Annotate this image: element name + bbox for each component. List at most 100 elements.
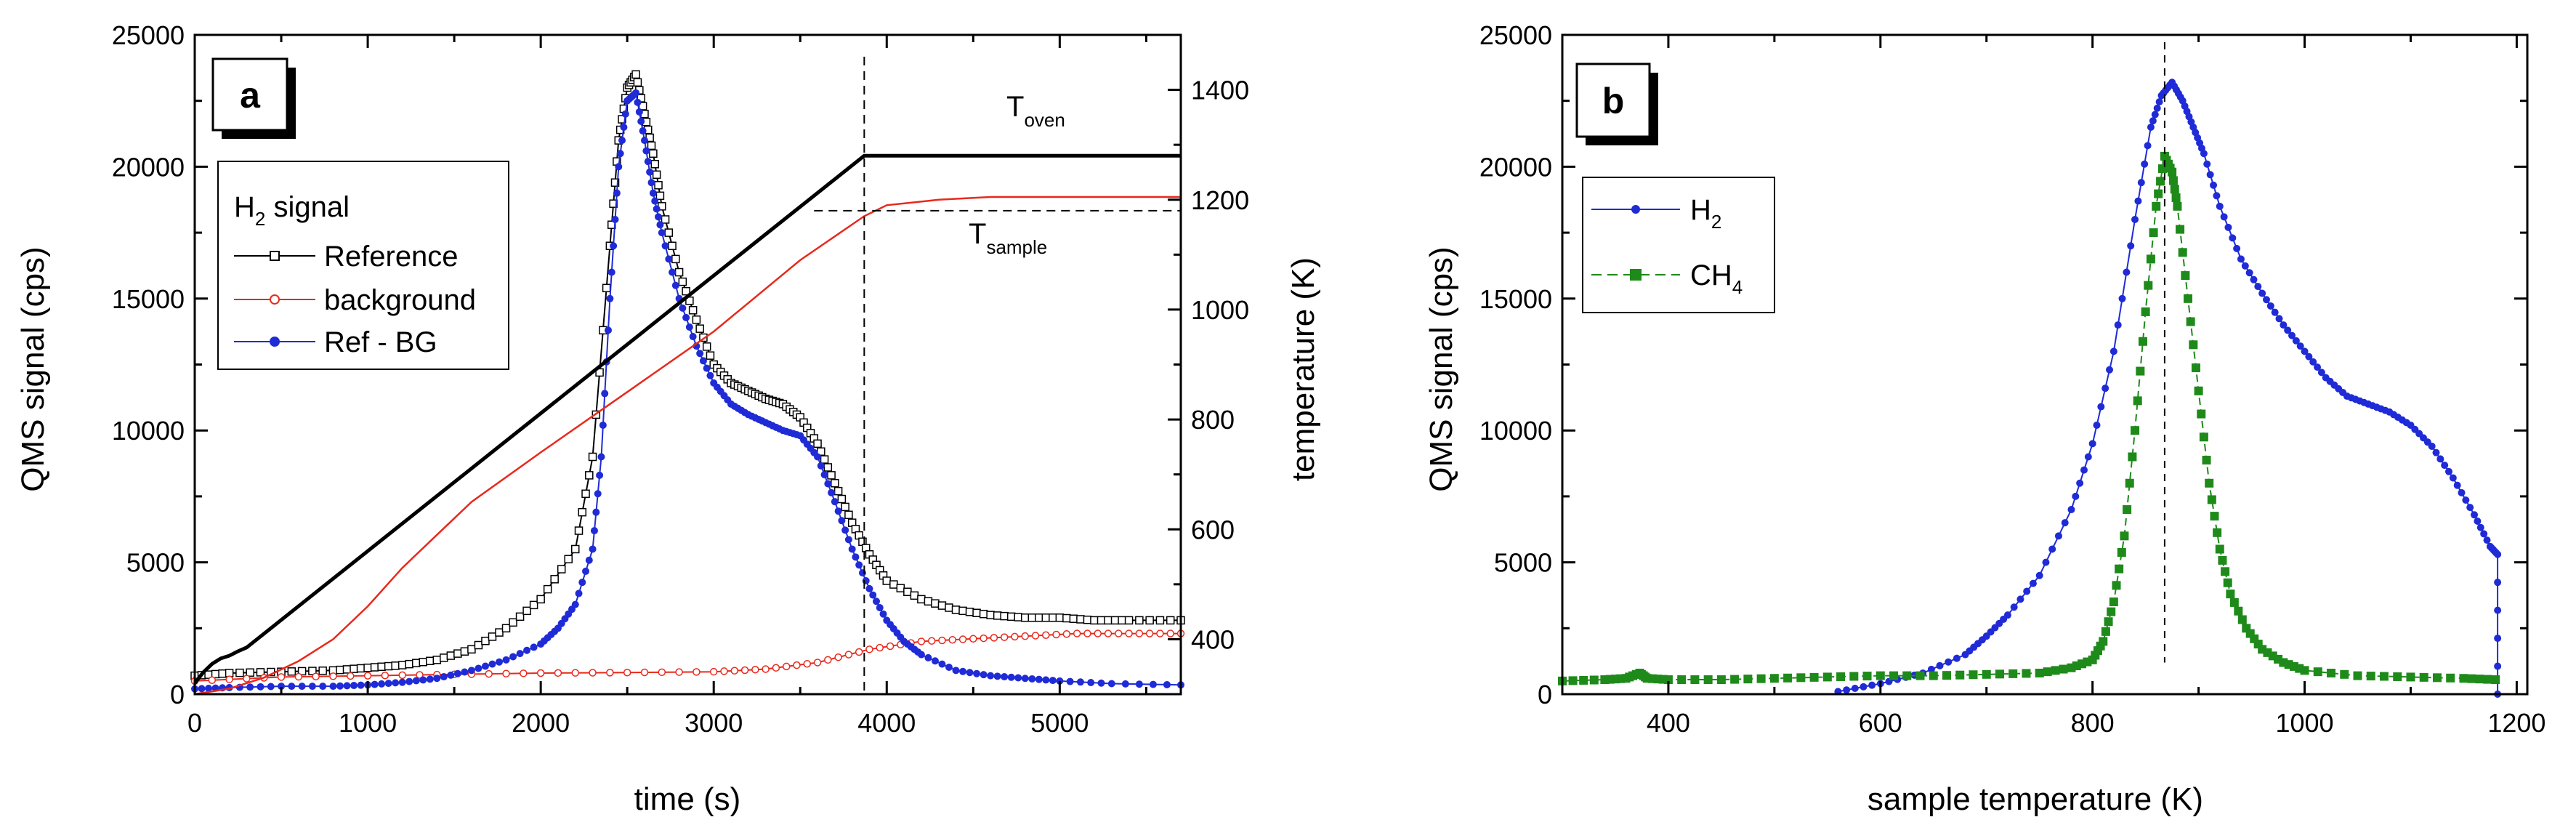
series-a-reference-point	[649, 149, 658, 158]
legend-a-background-marker	[270, 294, 280, 305]
series-b-h2-point	[2296, 342, 2304, 350]
series-a-background-point	[969, 635, 977, 643]
series-b-h2-point	[2474, 518, 2482, 526]
y-tick-label-a: 15000	[112, 284, 185, 314]
series-b-ch4-point	[1730, 675, 1740, 684]
series-a-background-point	[329, 672, 337, 680]
series-b-h2-point	[2476, 523, 2484, 531]
series-a-background-point	[277, 673, 286, 681]
series-a-ref-bg-point	[938, 660, 946, 668]
series-a-background-point	[1166, 629, 1174, 637]
series-b-ch4-point	[1579, 675, 1588, 685]
series-b-ch4-point	[2128, 452, 2137, 462]
x-tick-label-a: 2000	[512, 708, 570, 738]
series-a-ref-bg-point	[973, 669, 981, 677]
series-a-reference-point	[1041, 613, 1051, 622]
series-b-h2-point	[2466, 504, 2474, 512]
series-a-ref-bg-point	[1087, 679, 1095, 687]
series-b-h2-point	[2453, 481, 2461, 489]
series-a-reference-point	[419, 657, 428, 667]
series-a-background-point	[623, 669, 631, 677]
panel-a-letter: a	[240, 75, 261, 116]
series-b-ch4-point	[2202, 456, 2211, 465]
series-a-background-point	[536, 669, 545, 677]
series-b-h2-point	[2494, 662, 2502, 670]
series-b-h2-point	[1927, 665, 1935, 673]
series-a-ref-bg-point	[467, 667, 475, 675]
series-b-h2-point	[2314, 363, 2322, 371]
series-a-background-point	[1083, 629, 1091, 637]
series-b-ch4-point	[1862, 672, 1872, 681]
series-a-reference-point	[903, 587, 912, 596]
series-a-reference-point	[924, 597, 933, 606]
legend-a-title: H2 signal	[234, 191, 350, 230]
series-a-ref-bg-point	[642, 147, 650, 155]
series-a-ref-bg-point	[665, 255, 673, 263]
series-a-background-point	[772, 664, 780, 672]
series-b-h2-point	[2436, 455, 2444, 463]
series-a-ref-bg-point	[993, 672, 1001, 680]
series-b-h2-point	[2131, 215, 2139, 223]
series-a-reference-point	[917, 595, 926, 604]
series-a-reference-point	[647, 141, 656, 150]
series-b-h2-point	[2088, 440, 2096, 448]
series-a-ref-bg-point	[571, 600, 579, 608]
series-b-h2-point	[2254, 283, 2262, 291]
series-a-reference-point	[823, 463, 833, 472]
series-a-ref-bg-point	[858, 569, 866, 577]
series-b-h2-point	[2432, 448, 2440, 456]
series-a-ref-bg-point	[1076, 678, 1084, 686]
series-a-ref-bg-point	[679, 304, 687, 312]
series-a-background-point	[958, 635, 967, 643]
series-b-h2-point	[2144, 142, 2152, 150]
series-a-reference-point	[246, 668, 254, 677]
series-a-ref-bg-point	[689, 333, 697, 341]
series-a-ref-bg-point	[699, 357, 707, 365]
series-a-ref-bg-point	[945, 663, 953, 671]
series-a-reference-point	[965, 608, 974, 616]
series-a-reference-point	[682, 286, 690, 296]
series-a-ref-bg-point	[246, 683, 254, 691]
series-a-reference-point	[631, 70, 640, 79]
series-a-ref-bg-point	[634, 98, 642, 106]
series-b-h2-point	[2080, 466, 2088, 474]
series-a-background-point	[886, 642, 895, 651]
series-b-ch4-point	[2152, 201, 2161, 211]
panel-a-y2label: temperature (K)	[1285, 257, 1321, 481]
series-b-h2-point	[2048, 545, 2056, 553]
panel-b-legend: H2 CH4	[1582, 177, 1775, 313]
series-b-h2-point	[1936, 661, 1944, 669]
x-tick-label-a: 0	[187, 708, 202, 738]
series-a-ref-bg-point	[198, 685, 206, 693]
series-a-ref-bg-point	[475, 664, 483, 672]
series-a-reference-point	[363, 663, 372, 672]
series-a-reference-point	[501, 624, 511, 633]
series-a-reference-point	[467, 645, 476, 654]
series-a-background-point	[793, 661, 801, 669]
series-b-ch4-point	[2229, 597, 2239, 607]
series-b-h2-point	[2200, 150, 2208, 158]
series-a-reference-point	[522, 606, 531, 616]
panel-a-ylabel: QMS signal (cps)	[15, 246, 51, 491]
series-b-ch4-point	[1902, 671, 1912, 680]
series-a-ref-bg-point	[651, 197, 659, 205]
series-a-ref-bg-point	[607, 268, 615, 276]
series-a-background-point	[720, 667, 728, 675]
y-tick-label-a: 10000	[112, 416, 185, 446]
series-a-ref-bg-point	[419, 676, 427, 684]
series-b-h2-point	[2224, 223, 2232, 231]
series-b-ch4-point	[1969, 670, 1978, 680]
y-tick-label-b: 20000	[1479, 152, 1552, 182]
series-a-reference-point	[1135, 616, 1144, 625]
series-b-h2-point	[2206, 171, 2214, 179]
series-b-ch4-point	[2168, 176, 2178, 185]
series-a-ref-bg-point	[516, 650, 524, 658]
series-a-background-point	[803, 660, 812, 668]
series-b-h2-point	[2263, 296, 2271, 304]
series-a-reference-point	[896, 584, 905, 592]
series-b-h2-point	[2010, 603, 2018, 611]
series-b-ch4-point	[2393, 672, 2402, 681]
series-b-ch4-point	[2491, 675, 2500, 685]
series-a-background-point	[243, 675, 251, 683]
